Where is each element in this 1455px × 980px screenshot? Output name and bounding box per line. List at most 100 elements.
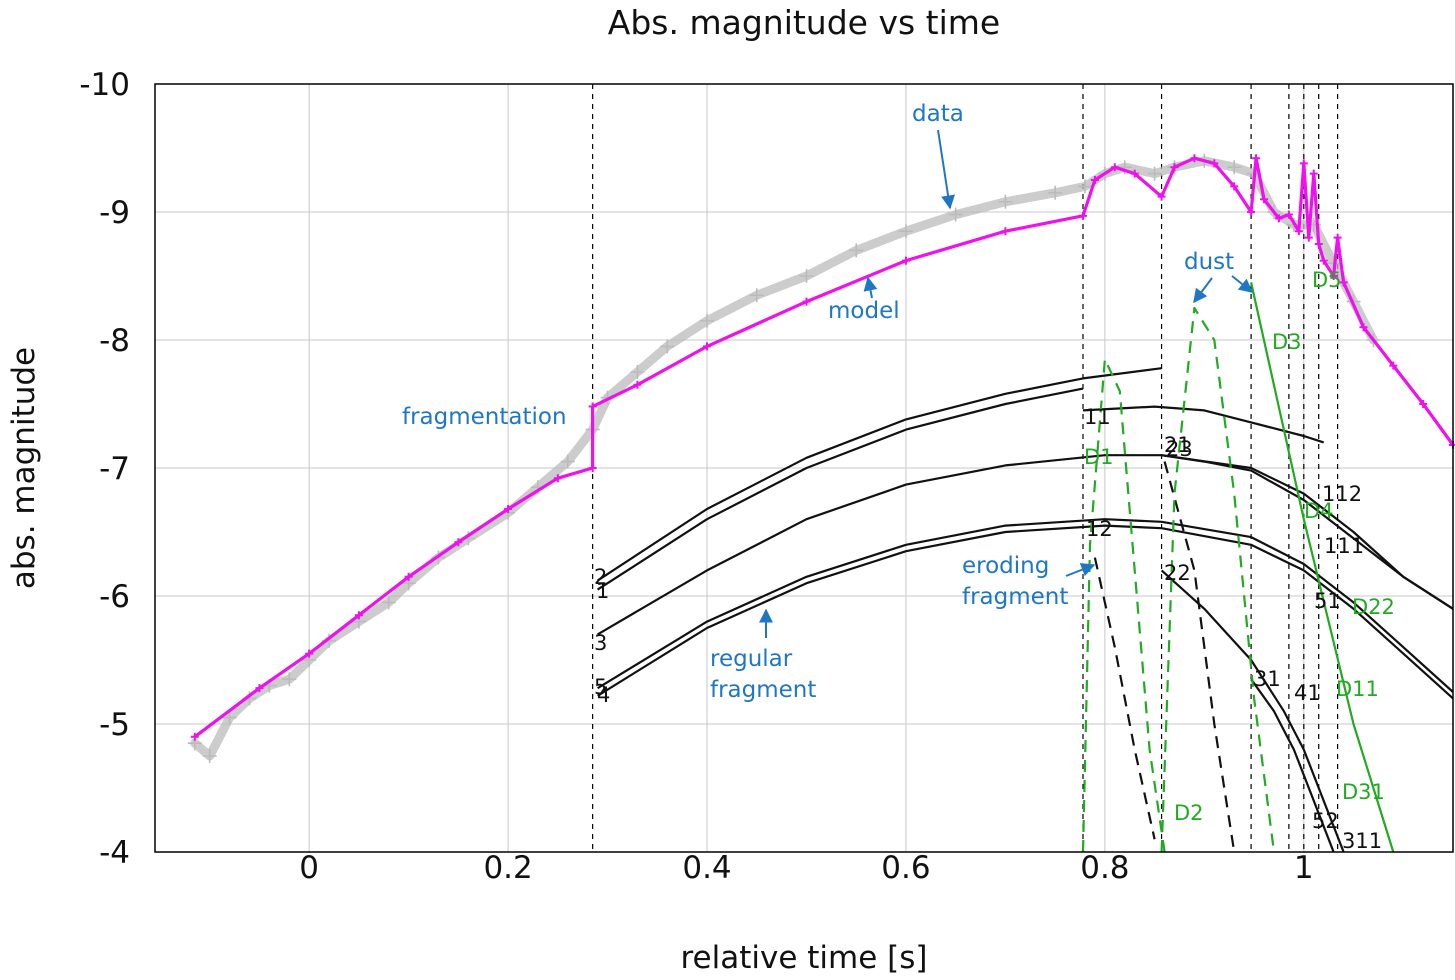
y-tick-label: -8 [99,323,130,359]
series-fragment-22 [1160,569,1345,853]
data-point [202,749,217,763]
data-point [799,269,814,283]
x-tick-label: 1 [1294,850,1314,886]
annotation-eroding-line1: eroding [962,553,1049,579]
series-model [193,156,1455,739]
model-point [504,504,513,513]
data-point [898,224,913,239]
data-point [948,207,963,222]
y-tick-label: -7 [99,451,130,487]
fragment-label-3: 3 [594,631,607,655]
model-point [354,611,363,620]
model-point [1130,169,1139,178]
arrow-model [863,276,878,299]
model-point [1294,227,1303,236]
dust-label-D2: D2 [1174,801,1204,825]
series-fragment-31 [1250,678,1335,853]
fragment-label-112: 112 [1322,482,1362,506]
model-point [1170,163,1179,172]
model-point [1079,211,1087,220]
y-tick-label: -5 [99,707,130,743]
annotation-dust: dust [1184,249,1234,275]
model-point [588,464,597,472]
annotation-regular-line1: regular [710,646,793,672]
fragment-label-51: 51 [1314,589,1341,613]
data-point [1227,160,1242,175]
model-point [1339,278,1348,287]
model-point [633,380,642,389]
model-point [1333,233,1342,242]
fragment-label-22: 22 [1164,561,1191,585]
data-point [630,365,645,379]
model-point [1329,272,1338,280]
fragment-label-11: 11 [1084,405,1111,429]
annotation-eroding-line2: fragment [962,584,1068,610]
data-point [222,710,237,725]
y-tick-label: -9 [99,195,130,231]
dust-labels: D1 D2 D3 D4 D5 D11 D22 D31 [1084,268,1395,825]
model-point [1274,214,1283,223]
model-point [901,256,910,265]
model-point [1157,192,1166,201]
series-eroding-fragment-12 [1093,557,1156,840]
model-point [1110,163,1119,172]
model-point [1299,159,1308,168]
dust-label-D5: D5 [1312,268,1342,292]
fragment-label-41: 41 [1294,681,1321,705]
annotation-model: model [828,298,900,324]
x-tick-label: 0 [299,850,319,886]
model-point [1284,210,1293,219]
dust-label-D31: D31 [1342,780,1385,804]
x-tick-label: 0.4 [682,850,731,886]
arrow-dust-2 [1231,275,1254,293]
fragment-labels: 2 1 3 5 4 11 12 21 23 22 31 41 51 52 111… [594,405,1382,853]
model-point [1309,169,1318,178]
series-data-band [190,156,1378,761]
fragment-label-31: 31 [1254,667,1281,691]
series-data-markers [187,153,1381,763]
fragment-label-52: 52 [1312,809,1339,833]
series-fragment-2 [596,367,1162,582]
fragment-label-111: 111 [1324,534,1364,558]
series-fragment-21 [1161,454,1454,610]
model-point [1359,323,1368,332]
dust-label-D1: D1 [1084,445,1114,469]
dust-label-D11: D11 [1336,677,1379,701]
model-point [588,402,597,411]
series-fragment-4 [597,524,1454,700]
data-point [282,672,297,687]
model-point [1314,240,1323,248]
model-point [404,572,413,581]
data-point [381,595,396,610]
data-point [749,288,764,303]
series-dust-D3 [1250,282,1395,853]
model-point [1419,400,1428,408]
tick-labels: 0 0.2 0.4 0.6 0.8 1 -4 -5 -6 -7 -8 -9 -10 [79,67,1313,886]
model-point [1210,159,1219,168]
fragment-label-311: 311 [1342,829,1382,853]
data-point [1147,166,1162,181]
model-point [1252,154,1261,163]
data-point [700,313,715,328]
y-tick-label: -10 [79,67,130,103]
fragment-label-21: 21 [1164,433,1191,457]
model-point [1090,176,1099,184]
fragment-label-23: 23 [1166,437,1193,461]
model-point [190,732,199,741]
x-tick-label: 0.6 [881,850,930,886]
fragment-label-5: 5 [594,675,607,699]
data-point [1048,185,1063,200]
x-tick-label: 0.2 [483,850,532,886]
model-point [1260,195,1269,204]
model-point [1247,208,1256,216]
y-axis-label: abs. magnitude [6,347,42,589]
x-tick-label: 0.8 [1080,850,1129,886]
model-point [305,649,314,658]
series-dust-D2 [1160,306,1276,853]
chart-title: Abs. magnitude vs time [608,3,1000,42]
dust-label-D22: D22 [1352,595,1395,619]
fragment-label-1: 1 [596,579,609,603]
model-point [1190,154,1199,163]
y-tick-label: -4 [99,835,130,871]
